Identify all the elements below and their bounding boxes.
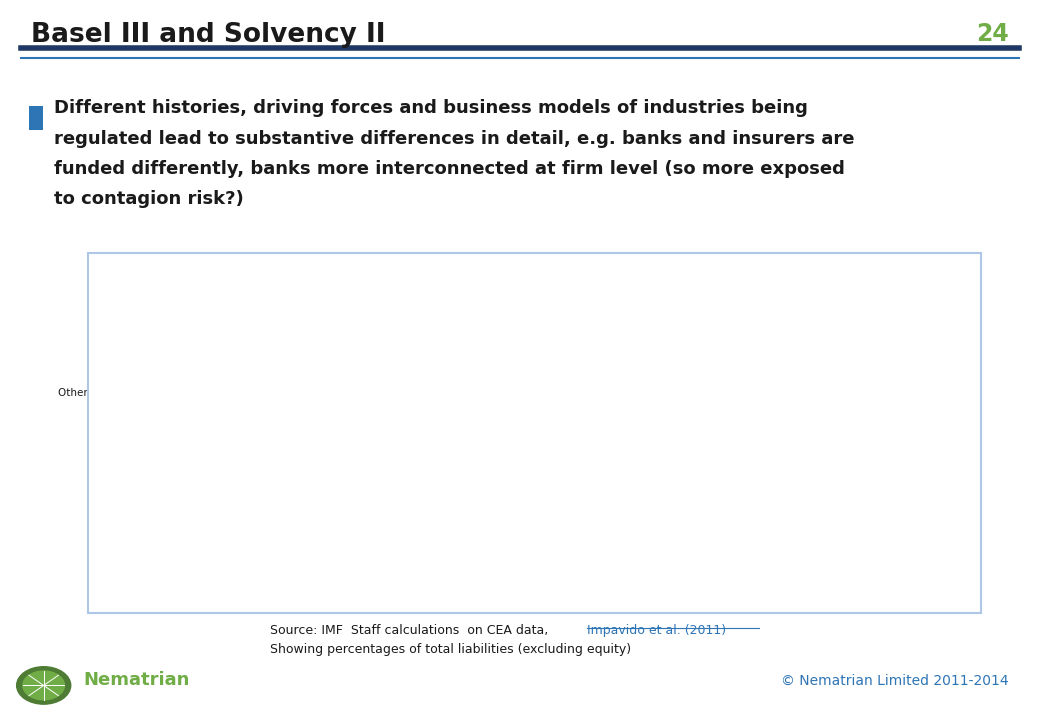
Text: Basel III and Solvency II: Basel III and Solvency II	[31, 22, 386, 48]
Text: Deposits from
Financial
Institutions,
23%: Deposits from Financial Institutions, 23…	[436, 382, 509, 427]
Text: to contagion risk?): to contagion risk?)	[54, 190, 243, 208]
Text: 24: 24	[977, 22, 1009, 45]
Wedge shape	[296, 375, 423, 541]
Wedge shape	[751, 316, 812, 443]
Text: funded differently, banks more interconnected at firm level (so more exposed: funded differently, banks more interconn…	[54, 160, 844, 178]
Text: Different histories, driving forces and business models of industries being: Different histories, driving forces and …	[54, 99, 808, 117]
Text: © Nematrian Limited 2011-2014: © Nematrian Limited 2011-2014	[781, 673, 1009, 688]
Text: Other (Deferred
Tax, etc), 8%: Other (Deferred Tax, etc), 8%	[623, 266, 705, 288]
Wedge shape	[759, 328, 820, 443]
Title: Banks: Banks	[266, 262, 327, 280]
Text: Nematrian: Nematrian	[83, 671, 189, 690]
Text: regulated lead to substantive differences in detail, e.g. banks and insurers are: regulated lead to substantive difference…	[54, 130, 855, 148]
Wedge shape	[296, 316, 404, 443]
Text: Source: IMF  Staff calculations  on CEA data,: Source: IMF Staff calculations on CEA da…	[270, 624, 556, 637]
Text: Others (REPOs,
etc), 29%: Others (REPOs, etc), 29%	[58, 387, 138, 409]
Text: Showing percentages of total liabilities (excluding equity): Showing percentages of total liabilities…	[270, 643, 631, 656]
Text: Impavido et al. (2011): Impavido et al. (2011)	[587, 624, 726, 637]
Wedge shape	[170, 316, 296, 474]
Text: Technical
Provisions, 91%: Technical Provisions, 91%	[744, 438, 826, 460]
Wedge shape	[174, 443, 378, 570]
Text: Government &
Customers
Deposits, 32%: Government & Customers Deposits, 32%	[252, 557, 329, 590]
Wedge shape	[632, 316, 886, 570]
Text: Subordinated
Liabilities, 1%: Subordinated Liabilities, 1%	[867, 266, 940, 288]
Text: Debt Securities,
16%: Debt Securities, 16%	[274, 271, 357, 293]
Title: Insurers: Insurers	[718, 262, 801, 280]
